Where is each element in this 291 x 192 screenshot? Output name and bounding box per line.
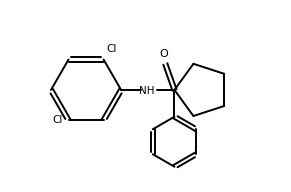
Text: NH: NH <box>139 86 154 96</box>
Text: O: O <box>159 49 168 59</box>
Text: Cl: Cl <box>106 44 116 54</box>
Text: Cl: Cl <box>53 115 63 125</box>
